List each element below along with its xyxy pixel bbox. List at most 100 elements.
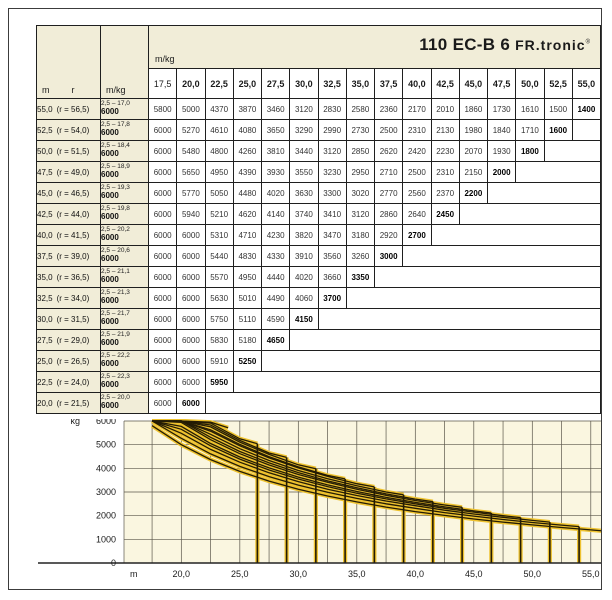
load-value-cell: 3260: [345, 245, 376, 267]
load-value-cell: 6000: [147, 266, 178, 288]
load-value-cell: 3870: [232, 98, 263, 120]
load-value-cell: 2360: [373, 98, 404, 120]
x-tick-label: 55,0: [582, 569, 600, 579]
load-row: 20,0 (r = 21,5) 2,5 – 20,0 6000 6000 6000: [36, 392, 601, 414]
load-value-cell: 6000: [147, 119, 178, 141]
load-curve: [152, 420, 200, 428]
radius-header-cell: 35,0: [345, 68, 376, 99]
load-value-cell: 4020: [260, 182, 291, 204]
load-value-cell: 4020: [289, 266, 319, 288]
radius-range: 2,5 – 21,3: [101, 289, 130, 297]
load-row: 40,0 (r = 41,5) 2,5 – 20,2 6000 6000 6000 5310…: [36, 224, 601, 246]
range-load: 6000: [101, 380, 119, 390]
y-tick-label: 2000: [96, 511, 116, 521]
load-value-cell: 3020: [345, 182, 376, 204]
y-tick-label: 4000: [96, 463, 116, 473]
empty-filler: [317, 308, 601, 330]
load-row: 55,0 (r = 56,5) 2,5 – 17,0 6000 5800 5000 4370…: [36, 98, 601, 120]
range-load: 6000: [101, 233, 119, 243]
radius-span-header: m/kg 110 EC-B 6 FR.tronic®: [148, 25, 601, 69]
max-radius-label: (r = 29,0): [56, 335, 90, 345]
x-tick-label: 40,0: [407, 569, 425, 579]
radius-header-cell: 17,5: [147, 68, 178, 99]
load-row: 42,5 (r = 44,0) 2,5 – 19,8 6000 6000 5940 5210…: [36, 203, 601, 225]
max-radius-label: (r = 49,0): [56, 167, 90, 177]
jib-length: 27,5: [37, 335, 53, 345]
load-value-cell: 4610: [204, 119, 234, 141]
range-load: 6000: [101, 128, 119, 138]
jib-length: 52,5: [37, 125, 53, 135]
load-value-cell: 2450: [430, 203, 460, 225]
radius-header-cell: 50,0: [515, 68, 545, 99]
load-value-cell: 3910: [289, 245, 319, 267]
max-radius-label: (r = 36,5): [56, 272, 90, 282]
load-value-cell: 5570: [204, 266, 234, 288]
jib-length-cell: 22,5 (r = 24,0): [36, 371, 101, 393]
radius-range: 2,5 – 21,7: [101, 310, 130, 318]
load-value-cell: 6000: [176, 392, 206, 414]
load-value-cell: 6000: [147, 392, 178, 414]
load-value-cell: 1800: [515, 140, 545, 162]
max-radius-label: (r = 26,5): [56, 356, 90, 366]
radius-header-row: 17,5 20,0 22,5 25,0 27,5 30,0 32,5 35,0 37,5 40,0…: [37, 68, 601, 99]
max-radius-label: (r = 44,0): [56, 209, 90, 219]
range-load: 6000: [101, 296, 119, 306]
load-row: 52,5 (r = 54,0) 2,5 – 17,8 6000 6000 5270 4610…: [36, 119, 601, 141]
load-value-cell: 6000: [147, 203, 178, 225]
jib-length: 32,5: [37, 293, 53, 303]
load-value-cell: 5250: [232, 350, 263, 372]
load-value-cell: 3810: [260, 140, 291, 162]
load-value-cell: 2620: [373, 140, 404, 162]
load-value-cell: 6000: [147, 245, 178, 267]
registered-mark: ®: [585, 39, 590, 46]
radius-header-cell: 37,5: [373, 68, 404, 99]
load-value-cell: 4260: [232, 140, 263, 162]
corner-cell-mkg: m/kg: [100, 25, 149, 99]
load-value-cell: 2990: [317, 119, 347, 141]
load-value-cell: 6000: [147, 224, 178, 246]
load-value-cell: 1600: [543, 119, 573, 141]
load-value-cell: 6000: [147, 350, 178, 372]
empty-filler: [345, 287, 601, 309]
load-value-cell: 3470: [317, 224, 347, 246]
x-axis-label: m: [130, 569, 138, 579]
load-value-cell: 3460: [260, 98, 291, 120]
empty-filler: [374, 266, 601, 288]
corner-m-label: m: [42, 85, 50, 95]
range-load: 6000: [101, 191, 119, 201]
range-cell: 2,5 – 22,2 6000: [100, 350, 149, 372]
empty-filler: [289, 329, 601, 351]
jib-length-cell: 30,0 (r = 31,5): [36, 308, 101, 330]
radius-range: 2,5 – 20,2: [101, 226, 130, 234]
load-value-cell: 2310: [402, 119, 432, 141]
load-value-cell: 1710: [515, 119, 545, 141]
load-value-cell: 3740: [289, 203, 319, 225]
load-value-cell: 4590: [260, 308, 291, 330]
load-value-cell: 2710: [373, 161, 404, 183]
load-value-cell: 5050: [204, 182, 234, 204]
corner-mkg-label: m/kg: [106, 85, 126, 95]
jib-length-cell: 55,0 (r = 56,5): [36, 98, 101, 120]
radius-range: 2,5 – 17,0: [101, 100, 130, 108]
max-radius-label: (r = 56,5): [56, 104, 90, 114]
max-radius-label: (r = 21,5): [56, 398, 90, 408]
load-value-cell: 5440: [204, 245, 234, 267]
load-value-cell: 3820: [289, 224, 319, 246]
load-value-cell: 5750: [204, 308, 234, 330]
load-value-cell: 6000: [176, 266, 206, 288]
radius-header-cell: 52,5: [543, 68, 573, 99]
y-axis-label: kg: [70, 419, 80, 426]
radius-header-cell: 55,0: [571, 68, 601, 99]
load-value-cell: 6000: [147, 161, 178, 183]
range-load: 6000: [101, 359, 119, 369]
load-value-cell: 6000: [176, 245, 206, 267]
load-value-cell: 2230: [430, 140, 460, 162]
load-value-cell: 2850: [345, 140, 376, 162]
load-value-cell: 2640: [402, 203, 432, 225]
radius-range: 2,5 – 22,3: [101, 373, 130, 381]
load-value-cell: 2950: [345, 161, 376, 183]
jib-length-cell: 42,5 (r = 44,0): [36, 203, 101, 225]
load-value-cell: 5000: [176, 98, 206, 120]
